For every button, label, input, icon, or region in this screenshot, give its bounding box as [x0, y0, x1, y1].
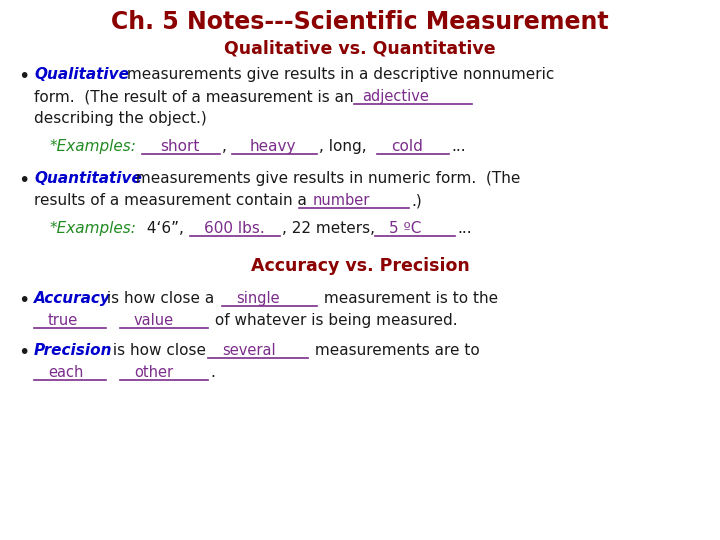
- Text: single: single: [236, 291, 279, 306]
- Text: several: several: [222, 343, 276, 358]
- Text: measurements give results in numeric form.  (The: measurements give results in numeric for…: [131, 171, 521, 186]
- Text: ...: ...: [457, 221, 472, 236]
- Text: •: •: [18, 291, 30, 310]
- Text: *Examples:: *Examples:: [50, 221, 137, 236]
- Text: 5 ºC: 5 ºC: [389, 221, 421, 236]
- Text: .): .): [411, 193, 422, 208]
- Text: measurements give results in a descriptive nonnumeric: measurements give results in a descripti…: [122, 67, 554, 82]
- Text: is how close: is how close: [108, 343, 211, 358]
- Text: true: true: [48, 313, 78, 328]
- Text: Qualitative: Qualitative: [34, 67, 129, 82]
- Text: •: •: [18, 67, 30, 86]
- Text: 600 lbs.: 600 lbs.: [204, 221, 265, 236]
- Text: results of a measurement contain a: results of a measurement contain a: [34, 193, 312, 208]
- Text: .: .: [210, 365, 215, 380]
- Text: is how close a: is how close a: [102, 291, 219, 306]
- Text: , long,: , long,: [319, 139, 366, 154]
- Text: Ch. 5 Notes---Scientific Measurement: Ch. 5 Notes---Scientific Measurement: [111, 10, 609, 34]
- Text: form.  (The result of a measurement is an: form. (The result of a measurement is an: [34, 89, 359, 104]
- Text: 4‘6”,: 4‘6”,: [142, 221, 184, 236]
- Text: Accuracy vs. Precision: Accuracy vs. Precision: [251, 257, 469, 275]
- Text: Precision: Precision: [34, 343, 112, 358]
- Text: Accuracy: Accuracy: [34, 291, 111, 306]
- Text: short: short: [160, 139, 199, 154]
- Text: Quantitative: Quantitative: [34, 171, 142, 186]
- Text: adjective: adjective: [362, 89, 429, 104]
- Text: Qualitative vs. Quantitative: Qualitative vs. Quantitative: [224, 40, 496, 58]
- Text: *Examples:: *Examples:: [50, 139, 137, 154]
- Text: •: •: [18, 343, 30, 362]
- Text: of whatever is being measured.: of whatever is being measured.: [210, 313, 458, 328]
- Text: measurement is to the: measurement is to the: [319, 291, 498, 306]
- Text: •: •: [18, 171, 30, 190]
- Text: ,: ,: [222, 139, 227, 154]
- Text: other: other: [134, 365, 173, 380]
- Text: each: each: [48, 365, 84, 380]
- Text: measurements are to: measurements are to: [310, 343, 480, 358]
- Text: cold: cold: [391, 139, 423, 154]
- Text: heavy: heavy: [250, 139, 297, 154]
- Text: describing the object.): describing the object.): [34, 111, 207, 126]
- Text: value: value: [134, 313, 174, 328]
- Text: ...: ...: [451, 139, 466, 154]
- Text: number: number: [313, 193, 370, 208]
- Text: , 22 meters,: , 22 meters,: [282, 221, 375, 236]
